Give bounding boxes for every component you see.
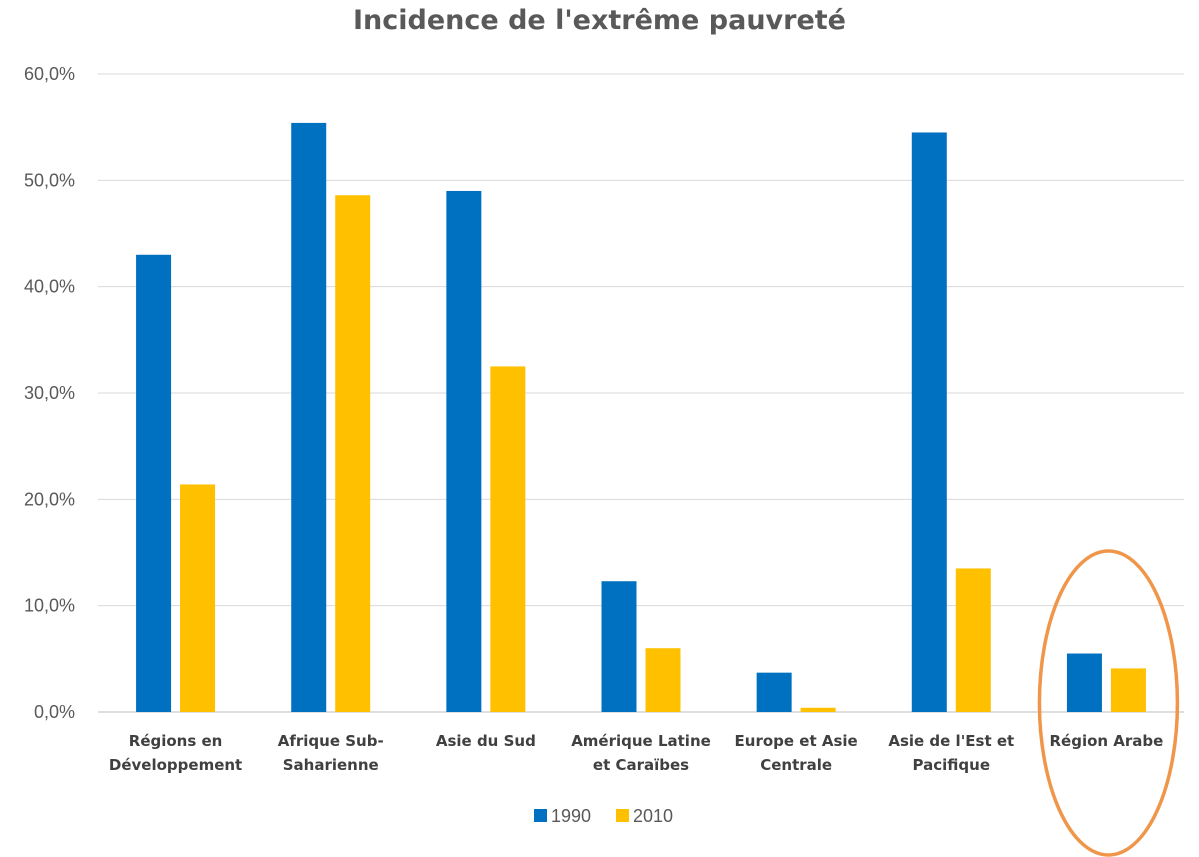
legend-label-2010: 2010 bbox=[633, 806, 673, 826]
y-tick-label: 40,0% bbox=[24, 277, 75, 297]
bar-1990 bbox=[291, 122, 327, 712]
highlight-ellipse bbox=[1037, 549, 1180, 857]
legend-swatch-1990 bbox=[534, 809, 547, 822]
x-tick-label: Amérique Latine et Caraïbes bbox=[571, 732, 711, 774]
y-tick-label: 30,0% bbox=[24, 383, 75, 403]
legend-label-1990: 1990 bbox=[551, 806, 591, 826]
y-tick-label: 50,0% bbox=[24, 170, 75, 190]
x-tick-label: Asie de l'Est et Pacifique bbox=[888, 732, 1014, 774]
x-tick-label: Régions en Développement bbox=[109, 732, 242, 774]
bar-1990 bbox=[446, 190, 482, 712]
bar-2010 bbox=[180, 484, 216, 712]
bar-2010 bbox=[1110, 668, 1146, 712]
bar-2010 bbox=[490, 366, 526, 712]
x-tick-label: Asie du Sud bbox=[436, 732, 536, 750]
bar-1990 bbox=[756, 672, 792, 712]
bar-2010 bbox=[645, 648, 681, 712]
bar-2010 bbox=[335, 195, 371, 713]
x-tick-label: Europe et Asie Centrale bbox=[735, 732, 858, 774]
y-tick-label: 0,0% bbox=[34, 702, 75, 722]
x-tick-label: Afrique Sub-Saharienne bbox=[278, 732, 384, 774]
bar-2010 bbox=[955, 568, 991, 712]
y-tick-label: 20,0% bbox=[24, 489, 75, 509]
bar-2010 bbox=[800, 707, 836, 712]
x-tick-label: Région Arabe bbox=[1049, 732, 1163, 750]
y-tick-label: 10,0% bbox=[24, 596, 75, 616]
bar-1990 bbox=[1066, 653, 1102, 712]
chart-title: Incidence de l'extrême pauvreté bbox=[353, 5, 846, 36]
y-tick-label: 60,0% bbox=[24, 64, 75, 84]
bar-1990 bbox=[601, 581, 637, 712]
bar-1990 bbox=[911, 132, 947, 712]
legend-swatch-2010 bbox=[616, 809, 629, 822]
bar-1990 bbox=[136, 254, 172, 712]
